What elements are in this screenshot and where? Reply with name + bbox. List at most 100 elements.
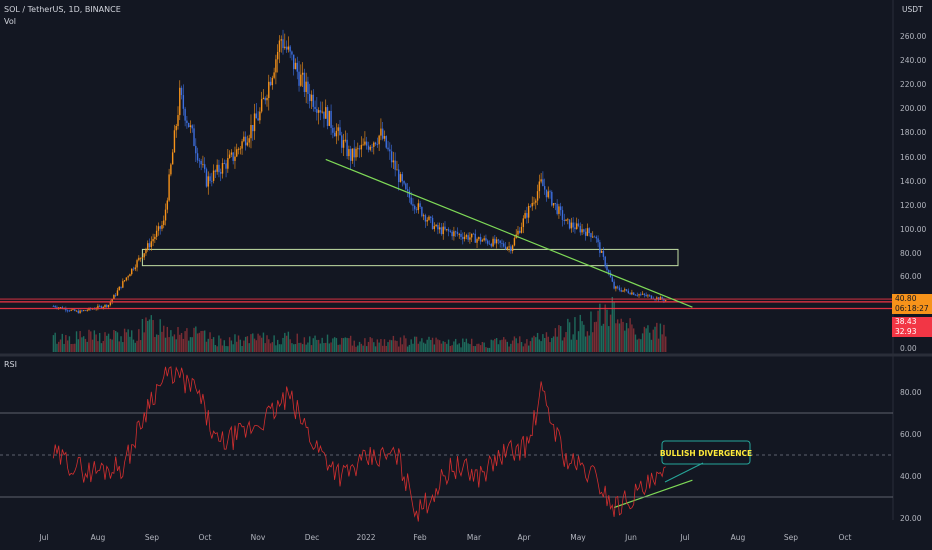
candle-body (604, 256, 606, 267)
symbol-title[interactable]: SOL / TetherUS, 1D, BINANCE (4, 5, 121, 14)
candle-body (337, 127, 339, 131)
volume-bar (476, 343, 478, 352)
candle-body (592, 236, 594, 238)
candle-body (406, 189, 409, 191)
volume-bar (157, 334, 160, 352)
candle-body (649, 295, 651, 297)
bullish-divergence-annotation[interactable]: BULLISH DIVERGENCE (660, 440, 752, 483)
volume-bar (91, 339, 94, 352)
candle-body (291, 51, 293, 55)
rsi-tick-label: 60.00 (900, 430, 922, 439)
rsi-series (0, 366, 893, 522)
price-tick-label: 60.00 (900, 272, 922, 281)
volume-bar (332, 338, 334, 352)
volume-bar (460, 347, 462, 352)
trendline-layer[interactable] (325, 158, 693, 509)
volume-bar (446, 343, 448, 352)
candle-body (583, 229, 585, 232)
candle-body (568, 219, 571, 229)
volume-bar (191, 337, 193, 352)
volume-bar (107, 333, 110, 352)
volume-bar (583, 324, 585, 352)
candle-body (351, 148, 354, 161)
volume-bar (253, 338, 256, 352)
candle-body (214, 170, 217, 172)
volume-bar (95, 334, 97, 352)
candle-body (54, 306, 56, 308)
volume-bar (487, 347, 489, 352)
volume-bar (68, 336, 71, 352)
volume-bar (342, 338, 345, 352)
volume-bar (237, 335, 240, 352)
candle-body (250, 124, 252, 139)
volume-bar (154, 337, 156, 352)
volume-bar (198, 332, 201, 352)
candle-body (460, 233, 462, 237)
time-axis[interactable]: Jul Aug Sep Oct Nov Dec 2022 Feb Mar Apr May Jun Jul… (38, 533, 851, 542)
candle-body (606, 266, 608, 271)
candle-body (374, 142, 377, 145)
volume-bar (293, 344, 295, 352)
price-tick-label: 260.00 (900, 32, 926, 41)
volume-bar (141, 319, 144, 352)
candle-body (326, 107, 329, 126)
volume-bar (600, 325, 603, 352)
rsi-line (53, 366, 666, 522)
price-axis[interactable]: 260.00 240.00 220.00 200.00 180.00 160.00 140.… (900, 32, 926, 353)
candle-body (317, 110, 320, 113)
price-tick-label: 240.00 (900, 56, 926, 65)
candle-body (478, 237, 480, 240)
volume-bar (579, 314, 581, 352)
volume-bar (433, 344, 436, 352)
candle-body (584, 231, 587, 236)
volume-bar (323, 343, 325, 352)
price-tick-label: 200.00 (900, 104, 926, 113)
candle-body (145, 249, 147, 254)
volume-bar (519, 336, 521, 352)
volume-bar (650, 339, 653, 352)
volume-bar (150, 315, 152, 352)
candle-body (444, 226, 446, 230)
rsi-axis[interactable]: 80.00 60.00 40.00 20.00 (900, 388, 922, 523)
volume-bar (654, 326, 656, 352)
candle-body (189, 125, 192, 128)
volume-bar (357, 345, 359, 352)
volume-bar (524, 343, 526, 352)
candle-body (161, 225, 163, 229)
candle-body (303, 72, 306, 92)
candle-body (551, 191, 553, 206)
volume-bar (442, 341, 444, 352)
volume-bar (86, 341, 88, 352)
candle-body (88, 308, 90, 311)
candle-body (147, 243, 149, 250)
volume-bar (234, 334, 236, 352)
volume-bar (77, 339, 80, 352)
candle-body (127, 276, 129, 278)
rsi-label[interactable]: RSI (4, 360, 17, 369)
candle-body (590, 233, 592, 238)
volume-bar (513, 336, 516, 352)
candle-body (611, 277, 614, 282)
candle-body (570, 222, 573, 229)
candle-body (349, 149, 352, 161)
volume-bar (657, 338, 660, 352)
volume-bar (422, 342, 425, 352)
candle-body (314, 106, 316, 110)
volume-bar (462, 338, 464, 352)
candle-body (538, 181, 541, 192)
volume-bar (260, 337, 263, 352)
volume-bar (189, 337, 192, 352)
volume-bar (485, 347, 487, 352)
rsi-trendline (613, 479, 693, 509)
candle-body (428, 216, 430, 220)
candle-body (663, 299, 665, 301)
candle-body (392, 160, 395, 163)
volume-bar (560, 326, 562, 352)
volume-bar (358, 341, 361, 352)
candle-body (433, 226, 436, 230)
volume-bar (72, 343, 74, 352)
volume-bar (362, 345, 364, 352)
volume-label[interactable]: Vol (4, 17, 16, 26)
time-tick-label: May (570, 533, 586, 542)
